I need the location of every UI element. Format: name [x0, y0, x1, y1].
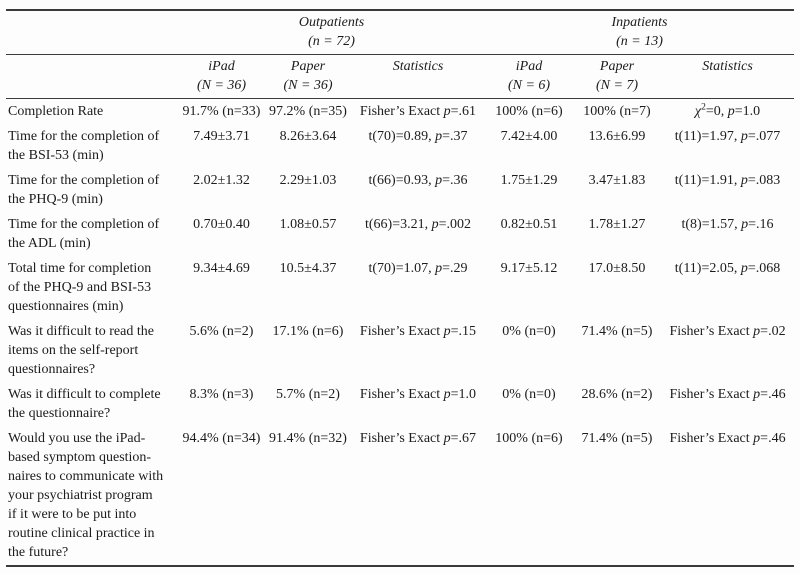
cell: Fisher’s Exact p=.46 [669, 431, 786, 446]
cell: 0% (n=0) [502, 387, 556, 402]
col-header-inpatients-ipad: iPad (N = 6) [485, 54, 573, 99]
cell: 0% (n=0) [502, 324, 556, 339]
cell: 91.4% (n=32) [269, 431, 347, 446]
cell: 9.34±4.69 [193, 261, 250, 276]
cell: Fisher’s Exact p=1.0 [359, 387, 477, 402]
cell: 94.4% (n=34) [182, 431, 261, 446]
row-label: Time for the completion of the PHQ-9 (mi… [8, 173, 160, 207]
cell: t(8)=1.57, p=.16 [681, 217, 774, 232]
cell: 5.7% (n=2) [276, 387, 340, 402]
table-row: Time for the completion of the BSI-53 (m… [6, 124, 794, 168]
cell: 5.6% (n=2) [189, 324, 254, 339]
cell: 2.29±1.03 [279, 173, 337, 188]
results-table: Outpatients (n = 72) Inpatients (n = 13)… [6, 9, 795, 567]
cell: 28.6% (n=2) [581, 387, 653, 402]
cell: Fisher’s Exact p=.02 [669, 324, 786, 339]
cell: 97.2% (n=35) [269, 104, 347, 119]
table-row: Was it difficult to read the items on th… [6, 319, 794, 382]
cell: 8.26±3.64 [279, 129, 337, 144]
cell: 71.4% (n=5) [581, 431, 653, 446]
cell: t(11)=1.97, p=.077 [674, 129, 781, 144]
table-row: Total time for completion of the PHQ-9 a… [6, 256, 794, 319]
group-header-row: Outpatients (n = 72) Inpatients (n = 13) [6, 10, 795, 55]
cell: 100% (n=6) [495, 431, 563, 446]
cell: 7.49±3.71 [193, 129, 250, 144]
table-row: Completion Rate 91.7% (n=33) 97.2% (n=35) F… [6, 99, 794, 125]
row-label: Time for the completion of the BSI-53 (m… [8, 129, 160, 163]
table-row: Time for the completion of the ADL (min)… [6, 212, 794, 256]
cell: 0.82±0.51 [500, 217, 558, 232]
cell: 17.0±8.50 [588, 261, 646, 276]
cell: 7.42±4.00 [500, 129, 558, 144]
cell: 100% (n=7) [583, 104, 651, 119]
row-label: Total time for completion of the PHQ-9 a… [8, 261, 152, 314]
cell: t(70)=0.89, p=.37 [368, 129, 468, 144]
cell: 9.17±5.12 [500, 261, 558, 276]
corner-cell [6, 10, 178, 55]
cell: 91.7% (n=33) [182, 104, 261, 119]
cell: Fisher’s Exact p=.61 [359, 104, 477, 119]
cell: 17.1% (n=6) [272, 324, 344, 339]
table-row: Would you use the iPad- based symptom qu… [6, 426, 794, 566]
column-header-row: iPad (N = 36) Paper (N = 36) Statistics … [6, 54, 795, 99]
row-label: Time for the completion of the ADL (min) [8, 217, 160, 251]
cell: 1.08±0.57 [279, 217, 337, 232]
cell: Fisher’s Exact p=.15 [359, 324, 477, 339]
row-label: Was it difficult to read the items on th… [8, 324, 154, 377]
cell: t(11)=1.91, p=.083 [674, 173, 781, 188]
cell: χ2=0, p=1.0 [694, 102, 761, 119]
table-header: Outpatients (n = 72) Inpatients (n = 13)… [6, 10, 795, 99]
row-label: Completion Rate [8, 104, 104, 119]
table-row: Time for the completion of the PHQ-9 (mi… [6, 168, 794, 212]
cell: 10.5±4.37 [279, 261, 337, 276]
group-header-inpatients: Inpatients (n = 13) [485, 10, 795, 55]
row-label: Would you use the iPad- based symptom qu… [8, 431, 164, 560]
col-header-outpatients-statistics: Statistics [351, 54, 485, 99]
col-header-outpatients-paper: Paper (N = 36) [265, 54, 351, 99]
cell: t(11)=2.05, p=.068 [674, 261, 781, 276]
table-row: Was it difficult to complete the questio… [6, 382, 794, 426]
cell: t(70)=1.07, p=.29 [368, 261, 468, 276]
cell: 2.02±1.32 [193, 173, 250, 188]
cell: 100% (n=6) [495, 104, 563, 119]
col-header-outpatients-ipad: iPad (N = 36) [178, 54, 265, 99]
cell: 13.6±6.99 [588, 129, 646, 144]
cell: 71.4% (n=5) [581, 324, 653, 339]
cell: Fisher’s Exact p=.46 [669, 387, 786, 402]
table-body: Completion Rate 91.7% (n=33) 97.2% (n=35) F… [6, 99, 794, 567]
cell: Fisher’s Exact p=.67 [359, 431, 477, 446]
cell: 1.75±1.29 [500, 173, 558, 188]
row-label: Was it difficult to complete the questio… [8, 387, 161, 421]
corner-cell-2 [6, 54, 178, 99]
col-header-inpatients-paper: Paper (N = 7) [573, 54, 661, 99]
col-header-inpatients-statistics: Statistics [661, 54, 795, 99]
cell: t(66)=3.21, p=.002 [364, 217, 471, 232]
cell: 0.70±0.40 [193, 217, 250, 232]
cell: t(66)=0.93, p=.36 [368, 173, 468, 188]
group-header-outpatients: Outpatients (n = 72) [178, 10, 485, 55]
cell: 3.47±1.83 [588, 173, 646, 188]
cell: 1.78±1.27 [588, 217, 646, 232]
cell: 8.3% (n=3) [189, 387, 254, 402]
